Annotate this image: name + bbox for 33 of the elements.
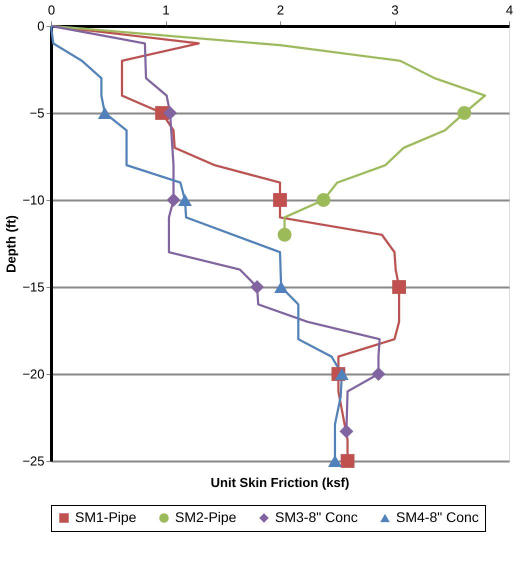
x-tick-label: 1 bbox=[162, 2, 170, 18]
point bbox=[98, 107, 112, 119]
x-tick-label: 0 bbox=[48, 2, 56, 18]
y-tick-label: −10 bbox=[22, 192, 44, 208]
point bbox=[178, 194, 192, 206]
y-axis-title: Depth (ft) bbox=[3, 215, 18, 273]
y-tick-label: −25 bbox=[22, 454, 44, 468]
point bbox=[372, 367, 386, 381]
point bbox=[340, 454, 354, 468]
point bbox=[163, 106, 177, 120]
y-tick-label: −5 bbox=[30, 106, 44, 120]
point bbox=[328, 455, 342, 467]
legend-label: SM4-8" Conc bbox=[396, 509, 479, 525]
x-tick-label: 4 bbox=[506, 2, 514, 18]
point bbox=[274, 281, 288, 293]
point bbox=[273, 193, 287, 207]
y-tick-label: 0 bbox=[37, 18, 44, 34]
point bbox=[392, 280, 406, 294]
x-tick-label: 2 bbox=[276, 2, 284, 18]
point bbox=[340, 424, 354, 438]
point bbox=[334, 368, 349, 380]
y-tick-label: −20 bbox=[22, 366, 44, 382]
legend-label: SM2-Pipe bbox=[175, 509, 237, 525]
x-axis-title: Unit Skin Friction (ksf) bbox=[210, 475, 350, 490]
point bbox=[278, 228, 292, 242]
point bbox=[250, 280, 264, 294]
point bbox=[316, 193, 330, 207]
y-tick-label: −15 bbox=[22, 280, 44, 294]
point bbox=[457, 106, 472, 120]
x-tick-label: 3 bbox=[391, 2, 399, 18]
legend-label: SM1-Pipe bbox=[75, 509, 137, 525]
legend-label: SM3-8" Conc bbox=[275, 509, 358, 525]
point bbox=[166, 193, 180, 207]
